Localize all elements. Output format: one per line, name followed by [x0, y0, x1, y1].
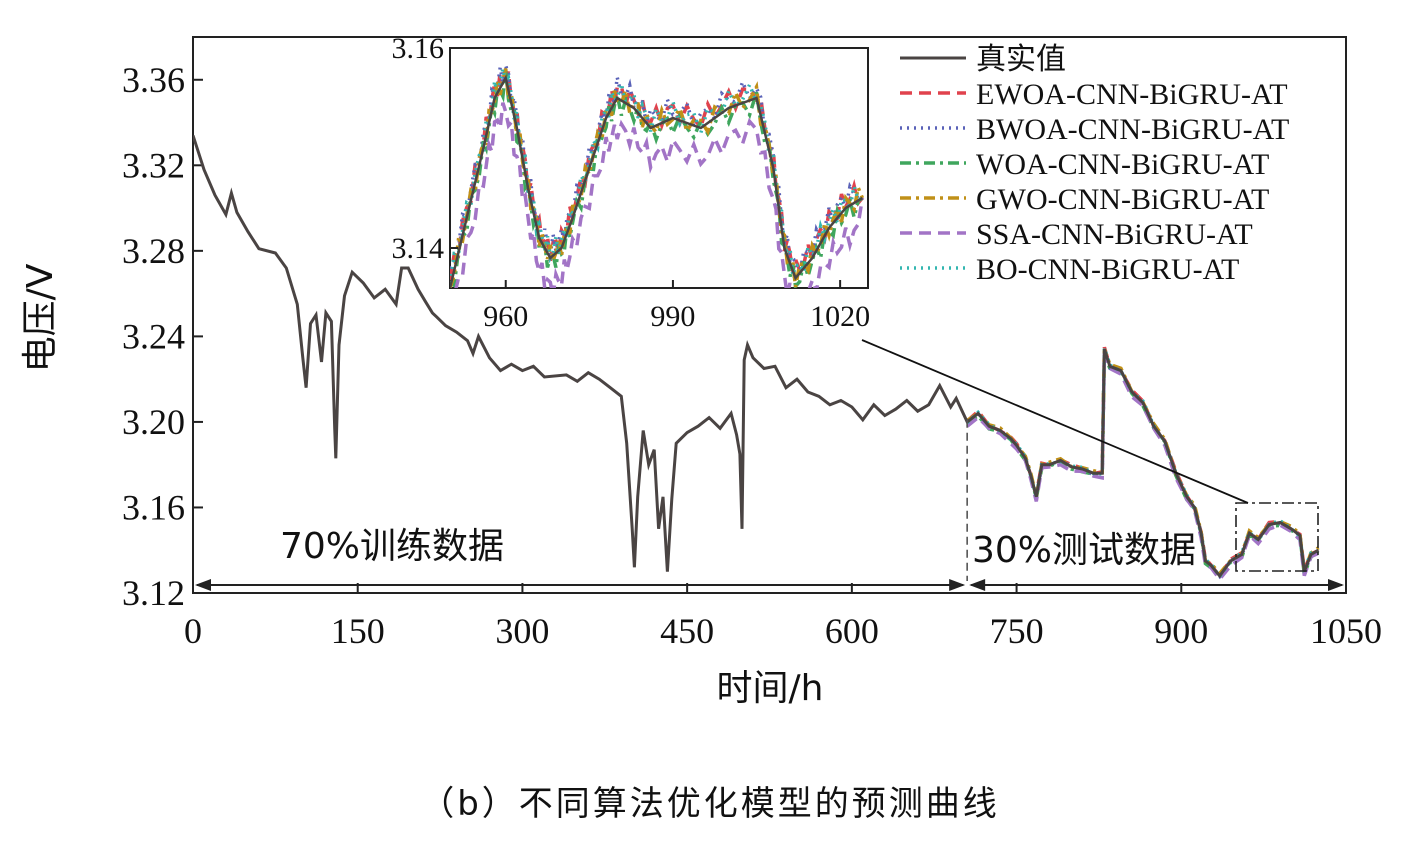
- legend-label: BO-CNN-BiGRU-AT: [976, 253, 1239, 286]
- x-tick-label: 300: [495, 611, 549, 651]
- region-arrows: [195, 579, 1344, 591]
- x-axis: 0 150 300 450 600 750 900 1050: [184, 583, 1382, 651]
- legend-item: GWO-CNN-BiGRU-AT: [900, 183, 1269, 216]
- arrow-head: [969, 579, 986, 591]
- inset-y-tick-label: 3.16: [392, 32, 445, 65]
- inset-series-line-SSA-CNN-BiGRU-AT: [454, 102, 865, 288]
- inset-chart: 3.14 3.16 960 990 1020: [392, 32, 871, 333]
- x-tick-label: 750: [990, 611, 1044, 651]
- x-axis-label: 时间/h: [717, 668, 824, 709]
- x-tick-label: 1050: [1310, 611, 1382, 651]
- inset-axes: 3.14 3.16 960 990 1020: [392, 32, 871, 333]
- legend-label: GWO-CNN-BiGRU-AT: [976, 183, 1269, 216]
- legend: 真实值EWOA-CNN-BiGRU-ATBWOA-CNN-BiGRU-ATWOA…: [900, 43, 1289, 286]
- arrow-head: [195, 579, 211, 591]
- x-tick-label: 600: [825, 611, 879, 651]
- legend-item: SSA-CNN-BiGRU-AT: [900, 218, 1253, 251]
- y-axis-label: 电压/V: [20, 263, 61, 372]
- arrow-head: [1328, 579, 1344, 591]
- y-axis: 3.12 3.16 3.20 3.24 3.28 3.32 3.36: [122, 60, 203, 613]
- x-tick-label: 0: [184, 611, 202, 651]
- inset-series-line-true-value: [450, 74, 864, 288]
- legend-item: EWOA-CNN-BiGRU-AT: [900, 78, 1288, 111]
- zoom-connector: [861, 339, 1249, 504]
- legend-label: 真实值: [976, 43, 1066, 76]
- y-tick-label: 3.20: [122, 402, 185, 442]
- inset-x-tick-label: 1020: [810, 300, 870, 333]
- x-tick-label: 450: [660, 611, 714, 651]
- y-tick-label: 3.16: [122, 487, 185, 527]
- legend-item: WOA-CNN-BiGRU-AT: [900, 148, 1269, 181]
- series-layer: [193, 134, 1320, 583]
- arrow-head: [949, 579, 966, 591]
- y-tick-label: 3.12: [122, 573, 185, 613]
- figure-caption: （b）不同算法优化模型的预测曲线: [420, 784, 1000, 824]
- legend-label: SSA-CNN-BiGRU-AT: [976, 218, 1253, 251]
- test-region-label: 30%测试数据: [972, 530, 1196, 571]
- legend-item: BWOA-CNN-BiGRU-AT: [900, 113, 1289, 146]
- legend-label: EWOA-CNN-BiGRU-AT: [976, 78, 1288, 111]
- series-line-true-value: [193, 134, 1320, 579]
- x-tick-label: 900: [1154, 611, 1208, 651]
- y-tick-label: 3.24: [122, 316, 185, 356]
- legend-item: BO-CNN-BiGRU-AT: [900, 253, 1239, 286]
- inset-x-tick-label: 990: [650, 300, 695, 333]
- legend-item: 真实值: [900, 43, 1066, 76]
- y-tick-label: 3.32: [122, 145, 185, 185]
- zoom-box: [1235, 502, 1319, 572]
- x-tick-label: 150: [331, 611, 385, 651]
- y-tick-label: 3.28: [122, 231, 185, 271]
- inset-x-tick-label: 960: [483, 300, 528, 333]
- inset-series-layer: [450, 65, 865, 288]
- legend-label: WOA-CNN-BiGRU-AT: [976, 148, 1269, 181]
- inset-y-tick-label: 3.14: [392, 232, 445, 265]
- legend-label: BWOA-CNN-BiGRU-AT: [976, 113, 1289, 146]
- y-tick-label: 3.36: [122, 60, 185, 100]
- train-region-label: 70%训练数据: [280, 526, 504, 567]
